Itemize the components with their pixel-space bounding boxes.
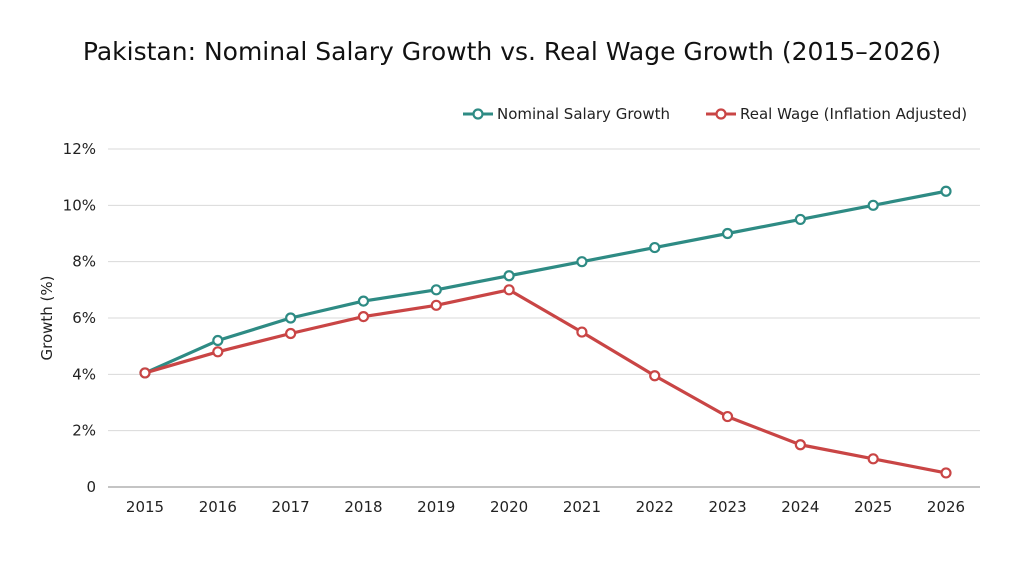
x-tick-label: 2016 xyxy=(199,498,237,516)
data-point xyxy=(649,370,661,382)
y-axis-label: Growth (%) xyxy=(38,275,56,360)
series-group xyxy=(139,185,952,479)
data-point xyxy=(576,256,588,268)
y-tick-label: 8% xyxy=(72,253,96,271)
data-point xyxy=(867,453,879,465)
y-tick-label: 10% xyxy=(63,196,96,214)
x-tick-label: 2017 xyxy=(272,498,310,516)
legend: Nominal Salary Growth Real Wage (Inflatio… xyxy=(463,105,967,123)
y-tick-label: 0 xyxy=(86,478,96,496)
data-point xyxy=(357,295,370,307)
x-tick-label: 2026 xyxy=(927,498,965,516)
x-tick-label: 2022 xyxy=(636,498,674,516)
data-point xyxy=(139,367,151,379)
data-point xyxy=(794,439,806,451)
y-tick-label: 6% xyxy=(72,309,96,327)
data-point xyxy=(357,310,370,323)
legend-label: Real Wage (Inflation Adjusted) xyxy=(740,105,967,123)
x-axis: 2015 2016 2017 2018 2019 2020 2021 2022 2023 2024… xyxy=(126,498,965,516)
data-point xyxy=(940,185,952,197)
x-tick-label: 2021 xyxy=(563,498,601,516)
x-tick-label: 2023 xyxy=(708,498,746,516)
data-point xyxy=(212,346,224,358)
legend-item: Real Wage (Inflation Adjusted) xyxy=(706,105,967,123)
series-line xyxy=(144,288,947,475)
x-tick-label: 2018 xyxy=(344,498,382,516)
x-tick-label: 2019 xyxy=(417,498,455,516)
data-point xyxy=(940,467,952,479)
data-point xyxy=(285,327,297,340)
x-tick-label: 2020 xyxy=(490,498,528,516)
data-point xyxy=(794,213,806,226)
y-tick-label: 2% xyxy=(72,422,96,440)
x-tick-label: 2025 xyxy=(854,498,892,516)
grid xyxy=(108,148,980,488)
data-point xyxy=(721,227,734,240)
data-point xyxy=(430,299,442,311)
x-tick-label: 2024 xyxy=(781,498,819,516)
data-point xyxy=(503,284,515,296)
data-point xyxy=(576,326,588,338)
series-1 xyxy=(139,284,952,479)
series-line xyxy=(144,189,947,375)
legend-label: Nominal Salary Growth xyxy=(497,105,670,123)
data-point xyxy=(503,270,515,282)
x-tick-label: 2015 xyxy=(126,498,164,516)
y-tick-label: 12% xyxy=(63,140,96,158)
legend-item: Nominal Salary Growth xyxy=(463,105,670,123)
legend-marker xyxy=(715,108,727,120)
y-axis: 0 2% 4% 6% 8% 10% 12% xyxy=(63,140,96,496)
legend-marker xyxy=(472,108,484,120)
data-point xyxy=(721,410,734,423)
data-point xyxy=(867,199,879,211)
chart-title: Pakistan: Nominal Salary Growth vs. Real… xyxy=(83,37,941,66)
data-point xyxy=(649,241,661,254)
data-point xyxy=(430,284,442,296)
y-tick-label: 4% xyxy=(72,365,96,383)
series-0 xyxy=(139,185,952,379)
data-point xyxy=(212,334,224,347)
data-point xyxy=(285,312,297,324)
